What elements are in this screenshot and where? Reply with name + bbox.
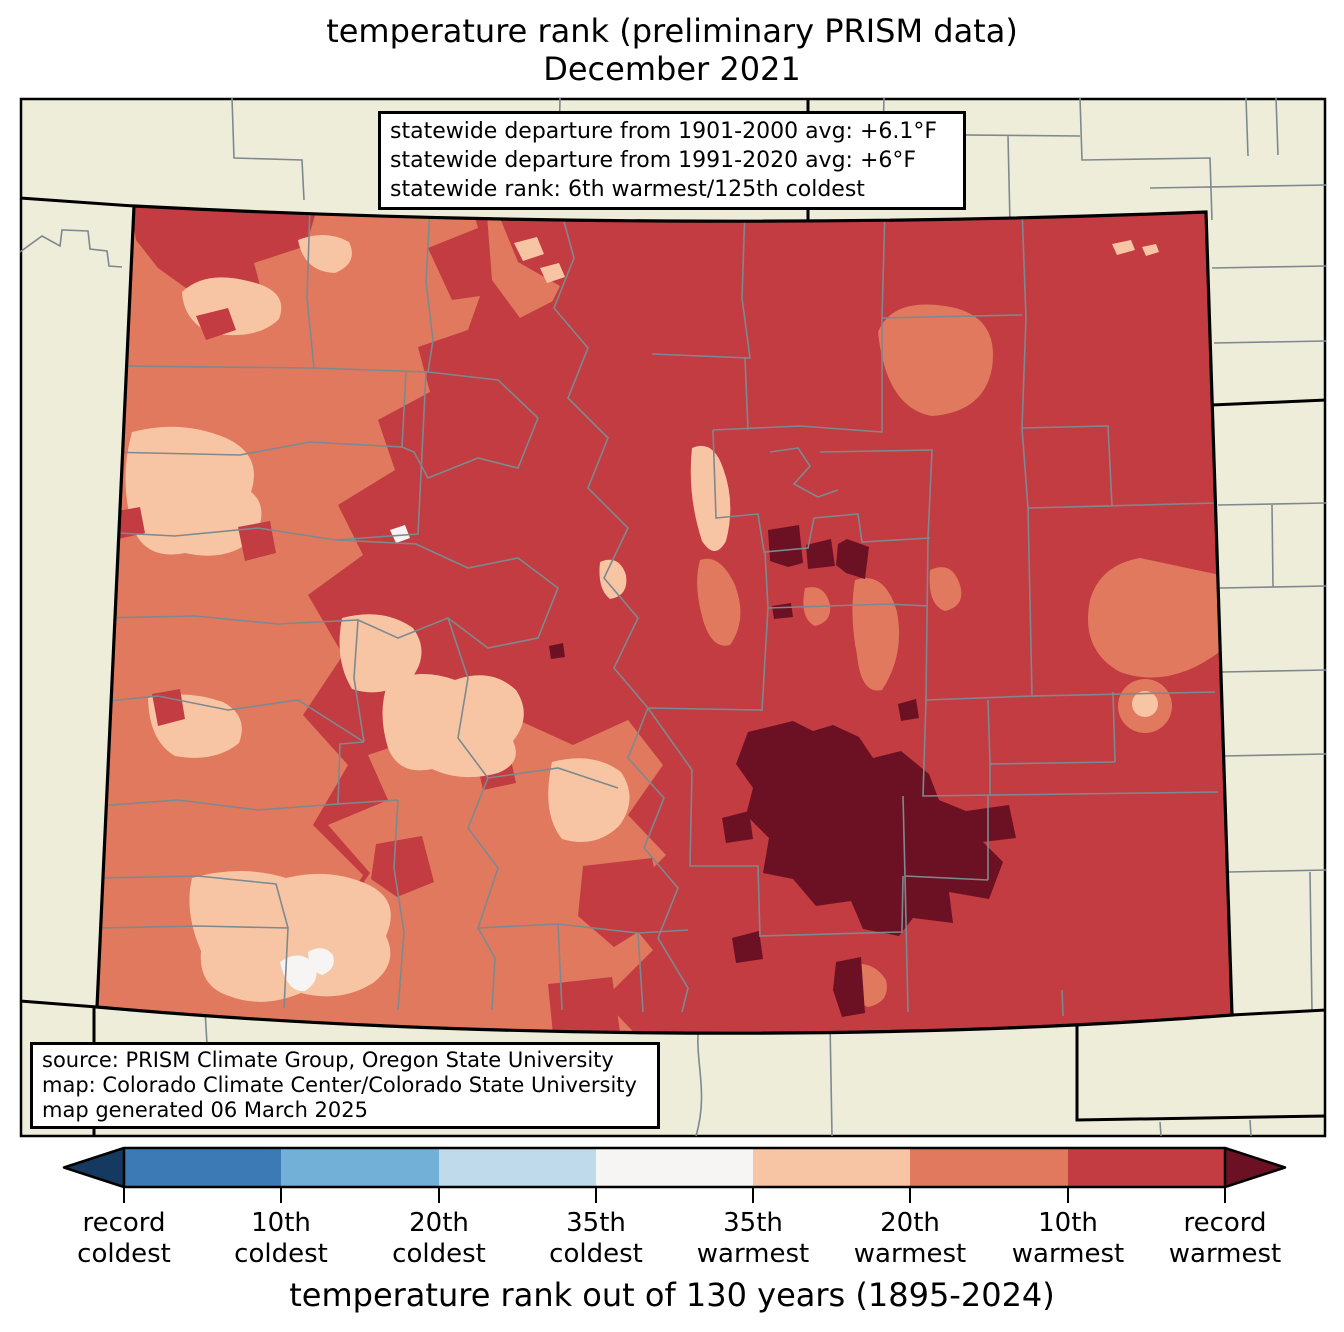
colorbar-tick-label: 35th (723, 1208, 783, 1238)
rank-10th-warmest-patches (130, 206, 664, 1034)
figure-title-line2: December 2021 (543, 50, 801, 88)
colorbar-tick-label: warmest (854, 1239, 967, 1269)
colorbar-segment-2 (439, 1148, 596, 1187)
colorbar-tick-label: 35th (566, 1208, 626, 1238)
colorbar-segment-1 (281, 1148, 439, 1187)
colorbar: record coldest 10th coldest 20th coldest… (62, 1146, 1287, 1314)
colorbar-tick-label: coldest (234, 1239, 328, 1269)
colorbar-axis-label: temperature rank out of 130 years (1895-… (289, 1276, 1055, 1314)
colorbar-arrow-record-warmest (1225, 1148, 1285, 1187)
stats-box: statewide departure from 1901-2000 avg: … (378, 111, 966, 210)
colorbar-tick-label: coldest (77, 1239, 171, 1269)
source-box: source: PRISM Climate Group, Oregon Stat… (30, 1042, 660, 1129)
neighbor-county-lines (19, 97, 1327, 1137)
colorbar-segment-5 (910, 1148, 1068, 1187)
colorbar-tick-label: warmest (1169, 1239, 1282, 1269)
colorbar-outline (62, 1146, 1287, 1189)
colorado-state-border (95, 204, 1234, 1035)
colorbar-segment-6 (1068, 1148, 1225, 1187)
figure-title-line1: temperature rank (preliminary PRISM data… (326, 12, 1018, 50)
colorbar-tick-label: 10th (251, 1208, 311, 1238)
colorado-county-lines (97, 206, 1219, 1017)
colorbar-tick-label: record (1183, 1208, 1266, 1238)
source-line-1: source: PRISM Climate Group, Oregon Stat… (42, 1048, 614, 1072)
colorado-raster (97, 206, 1232, 1034)
stats-line-3: statewide rank: 6th warmest/125th coldes… (390, 177, 865, 202)
colorbar-tick-label: record (82, 1208, 165, 1238)
colorbar-tick-label: 20th (880, 1208, 940, 1238)
figure-title: temperature rank (preliminary PRISM data… (0, 12, 1344, 88)
colorbar-tick-label: warmest (1012, 1239, 1125, 1269)
colorbar-segment-0 (124, 1148, 281, 1187)
source-line-2: map: Colorado Climate Center/Colorado St… (42, 1073, 637, 1097)
colorbar-arrow-record-coldest (64, 1148, 124, 1187)
colorbar-tick-label: 10th (1038, 1208, 1098, 1238)
colorbar-tick-label: warmest (697, 1239, 810, 1269)
colorbar-ticks (123, 1187, 1226, 1203)
stats-line-2: statewide departure from 1991-2020 avg: … (390, 148, 917, 173)
colorbar-tick-label: 20th (409, 1208, 469, 1238)
colorbar-segment-3 (596, 1148, 753, 1187)
colorbar-tick-label: coldest (549, 1239, 643, 1269)
source-line-3: map generated 06 March 2025 (42, 1098, 369, 1122)
colorbar-segment-4 (753, 1148, 910, 1187)
stats-line-1: statewide departure from 1901-2000 avg: … (390, 119, 938, 144)
rank-record-warmest-regions (549, 525, 1016, 1017)
colorbar-tick-label: coldest (392, 1239, 486, 1269)
rank-neutral-patches (280, 525, 410, 992)
